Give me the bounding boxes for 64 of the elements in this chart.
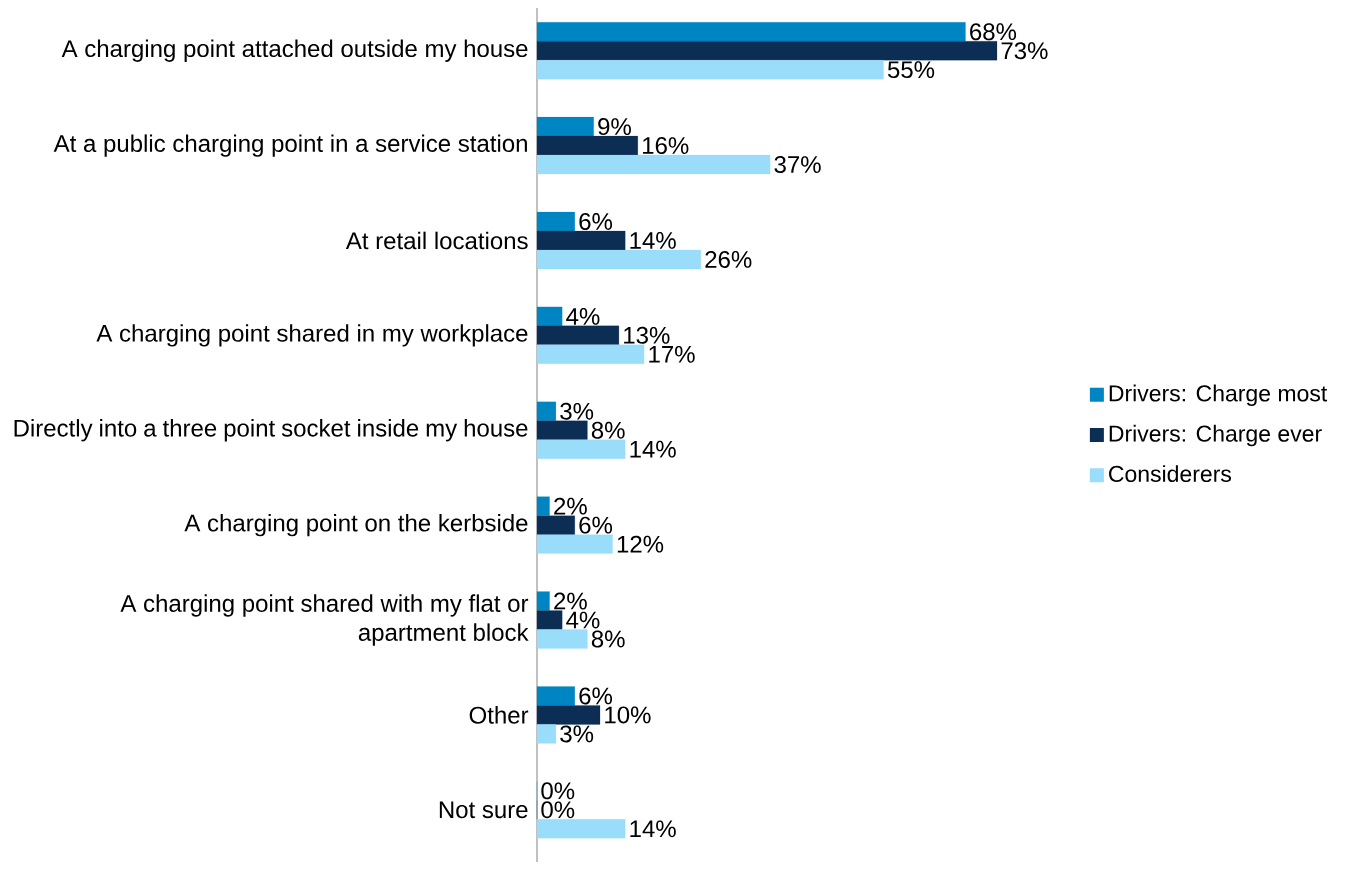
data-label: 9% <box>598 118 631 136</box>
bar <box>536 724 557 744</box>
bar <box>536 306 563 326</box>
data-label: 6% <box>579 687 613 705</box>
bar <box>536 22 966 42</box>
data-label: 14% <box>630 820 676 838</box>
data-label: 14% <box>630 440 676 458</box>
data-label: 8% <box>591 421 625 439</box>
bar <box>536 60 884 80</box>
legend-label: Drivers: Charge most <box>1109 384 1328 407</box>
bar <box>536 420 588 440</box>
y-tick-label: Not sure <box>439 801 528 819</box>
y-tick-label: A charging point on the kerbside <box>184 513 528 537</box>
y-tick-label: A charging point shared in my workplace <box>96 324 528 347</box>
bar <box>536 610 563 630</box>
data-label: 0% <box>541 801 575 819</box>
bar <box>536 211 575 232</box>
y-tick-label: A charging point shared with my flat or apartment block <box>120 594 529 646</box>
bar <box>536 154 771 175</box>
data-label: 3% <box>560 725 594 743</box>
data-label: 37% <box>774 156 821 174</box>
data-label: 12% <box>617 535 664 553</box>
data-label: 13% <box>624 326 670 344</box>
bar <box>536 534 613 554</box>
data-label: 6% <box>579 516 613 534</box>
bar <box>536 819 626 839</box>
data-label: 17% <box>649 345 695 363</box>
bar <box>536 496 550 516</box>
y-tick-label: At retail locations <box>345 231 528 250</box>
y-tick-label: A charging point attached outside my house <box>61 39 528 62</box>
data-label: 14% <box>630 232 676 249</box>
y-tick-label: At a public charging point in a service station <box>53 134 527 157</box>
data-label: 10% <box>605 706 651 724</box>
data-label: 3% <box>560 402 594 420</box>
data-label: 73% <box>1001 42 1048 60</box>
y-tick-label: Directly into a three point socket inside my house <box>14 419 528 442</box>
data-label: 6% <box>579 213 613 230</box>
bar <box>536 135 638 156</box>
data-label: 0% <box>541 782 575 800</box>
bar <box>536 705 601 725</box>
data-label: 2% <box>554 592 587 610</box>
bar <box>536 401 557 421</box>
data-label: 68% <box>970 23 1017 41</box>
legend-label: Considerers <box>1109 465 1232 483</box>
bar <box>536 629 588 649</box>
data-label: 4% <box>566 307 600 325</box>
bar <box>536 41 998 61</box>
data-label: 8% <box>591 630 625 648</box>
bar <box>536 344 645 364</box>
bar <box>536 515 575 535</box>
data-label: 16% <box>643 137 689 155</box>
data-label: 55% <box>887 61 935 79</box>
bar <box>536 325 620 345</box>
bar <box>536 117 594 137</box>
bar <box>536 230 626 251</box>
data-label: 2% <box>554 497 587 515</box>
data-label: 26% <box>705 250 752 268</box>
data-label: 4% <box>566 611 600 629</box>
bar <box>536 591 550 611</box>
bar <box>536 686 575 706</box>
bar <box>536 439 626 459</box>
bar <box>536 249 701 270</box>
legend-label: Drivers: Charge ever <box>1109 424 1322 447</box>
y-tick-label: Other <box>469 706 529 724</box>
